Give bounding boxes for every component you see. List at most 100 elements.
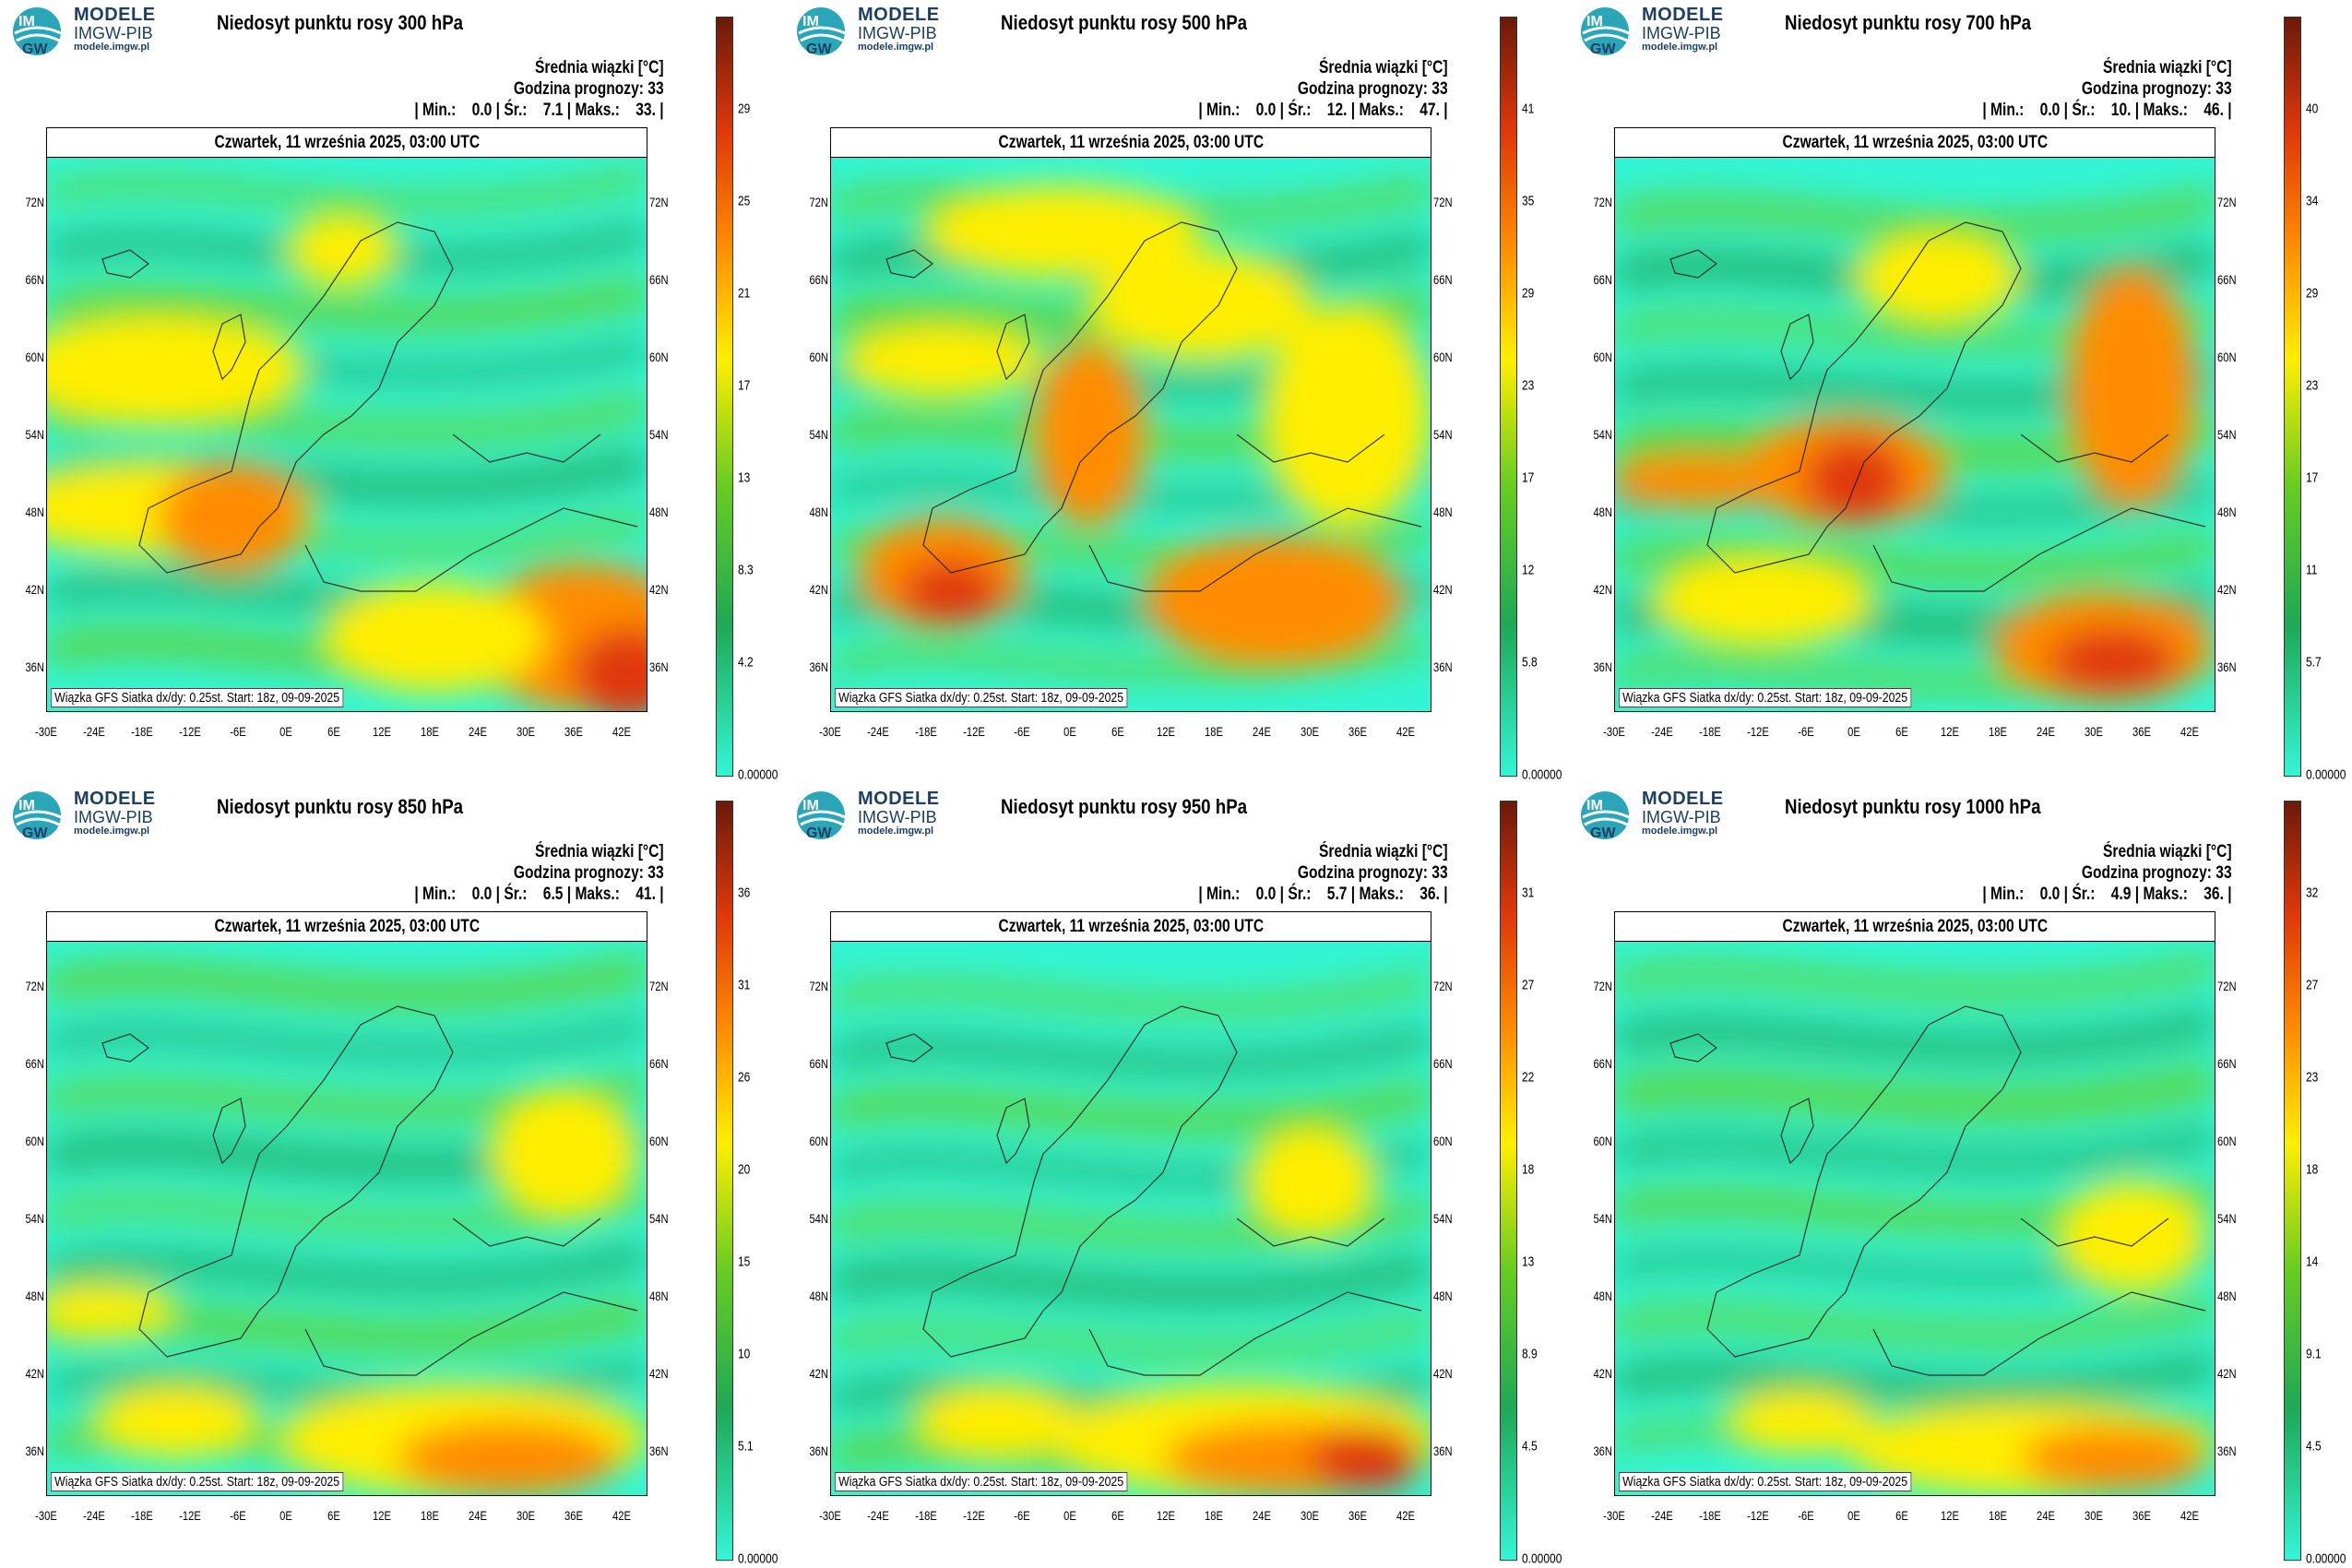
model-footer: Wiązka GFS Siatka dx/dy: 0.25st. Start: … bbox=[835, 1472, 1128, 1491]
lat-label-r: 66N bbox=[1433, 272, 1453, 287]
lat-label-r: 42N bbox=[1433, 1366, 1453, 1381]
lat-label-l: 66N bbox=[25, 272, 44, 287]
map-area: Wiązka GFS Siatka dx/dy: 0.25st. Start: … bbox=[830, 157, 1431, 712]
map-area: Wiązka GFS Siatka dx/dy: 0.25st. Start: … bbox=[1614, 941, 2215, 1496]
lat-label-r: 36N bbox=[649, 659, 669, 674]
forecast-panel-2: IM GW MODELE IMGW-PIB modele.imgw.pl Nie… bbox=[784, 0, 1568, 784]
units-label: Średnia wiązki [°C] bbox=[535, 58, 664, 77]
lon-label: -6E bbox=[1014, 724, 1030, 739]
colorbar-label: 23 bbox=[2306, 377, 2319, 394]
lon-label: 42E bbox=[1396, 1508, 1415, 1523]
lat-label-r: 36N bbox=[1433, 659, 1453, 674]
lat-label-r: 54N bbox=[1433, 1211, 1453, 1226]
min-mean-max: | Min.: 0.0 | Śr.: 4.9 | Maks.: 36. | bbox=[1982, 885, 2232, 904]
colorbar-label: 11 bbox=[2306, 562, 2318, 578]
lat-label-l: 42N bbox=[25, 582, 44, 597]
colorbar bbox=[2284, 801, 2301, 1561]
lon-label: 12E bbox=[1157, 724, 1175, 739]
panel-title: Niedosyt punktu rosy 300 hPa bbox=[217, 11, 464, 34]
min-mean-max: | Min.: 0.0 | Śr.: 10. | Maks.: 46. | bbox=[1982, 101, 2232, 120]
lon-label: -24E bbox=[1651, 724, 1673, 739]
lon-label: 42E bbox=[612, 1508, 631, 1523]
colorbar-label: 27 bbox=[1522, 977, 1535, 993]
colorbar-label: 17 bbox=[2306, 469, 2319, 486]
lat-label-l: 66N bbox=[25, 1056, 44, 1071]
brand-line3: modele.imgw.pl bbox=[1642, 41, 1718, 53]
lon-label: 0E bbox=[1063, 724, 1076, 739]
lat-label-l: 66N bbox=[809, 272, 828, 287]
colorbar bbox=[716, 17, 733, 777]
date-label: Czwartek, 11 września 2025, 03:00 UTC bbox=[1782, 917, 2048, 936]
units-label: Średnia wiązki [°C] bbox=[1319, 842, 1448, 861]
colorbar-label: 31 bbox=[738, 977, 751, 993]
brand-line3: modele.imgw.pl bbox=[74, 825, 150, 837]
min-mean-max: | Min.: 0.0 | Śr.: 6.5 | Maks.: 41. | bbox=[414, 885, 664, 904]
lat-label-r: 72N bbox=[1433, 979, 1453, 993]
field-map bbox=[831, 158, 1431, 711]
lon-label: -24E bbox=[83, 1508, 105, 1523]
lon-label: 24E bbox=[469, 1508, 487, 1523]
forecast-panel-6: IM GW MODELE IMGW-PIB modele.imgw.pl Nie… bbox=[1568, 784, 2352, 1568]
lon-label: -6E bbox=[1798, 1508, 1814, 1523]
brand-line1: MODELE bbox=[858, 789, 940, 809]
lat-label-r: 66N bbox=[2217, 272, 2237, 287]
lat-label-r: 72N bbox=[1433, 195, 1453, 209]
lat-label-l: 66N bbox=[809, 1056, 828, 1071]
lat-label-l: 36N bbox=[1593, 659, 1612, 674]
lat-label-l: 72N bbox=[1593, 979, 1612, 993]
colorbar-label: 14 bbox=[2306, 1253, 2319, 1270]
lat-label-l: 36N bbox=[1593, 1443, 1612, 1458]
svg-text:GW: GW bbox=[22, 42, 48, 57]
lon-label: -30E bbox=[35, 1508, 57, 1523]
lon-label: -18E bbox=[1699, 724, 1721, 739]
lon-label: -6E bbox=[1798, 724, 1814, 739]
lon-label: 18E bbox=[1989, 1508, 2007, 1523]
lat-label-r: 54N bbox=[2217, 1211, 2237, 1226]
lon-label: 36E bbox=[564, 724, 583, 739]
lon-label: -6E bbox=[230, 724, 246, 739]
lat-label-r: 66N bbox=[2217, 1056, 2237, 1071]
lon-label: -18E bbox=[915, 724, 937, 739]
panel-stats: Średnia wiązki [°C] Godzina prognozy: 33 |… bbox=[415, 841, 664, 905]
min-mean-max: | Min.: 0.0 | Śr.: 12. | Maks.: 47. | bbox=[1198, 101, 1448, 120]
lon-label: 12E bbox=[373, 724, 391, 739]
svg-text:IM: IM bbox=[1586, 14, 1603, 30]
field-map bbox=[831, 942, 1431, 1495]
lat-label-r: 60N bbox=[1433, 350, 1453, 364]
lat-label-r: 72N bbox=[649, 195, 669, 209]
colorbar-label: 0.00000 bbox=[1522, 1550, 1562, 1567]
imgw-logo: IM GW bbox=[1581, 791, 1630, 841]
lat-label-r: 36N bbox=[1433, 1443, 1453, 1458]
lat-label-r: 36N bbox=[2217, 659, 2237, 674]
colorbar-label: 31 bbox=[1522, 885, 1535, 901]
lon-label: 36E bbox=[1348, 724, 1367, 739]
lat-label-l: 60N bbox=[809, 1134, 828, 1148]
colorbar-label: 4.5 bbox=[2306, 1438, 2322, 1455]
lon-label: 30E bbox=[2085, 724, 2103, 739]
lat-label-l: 42N bbox=[1593, 582, 1612, 597]
lat-label-r: 48N bbox=[1433, 1289, 1453, 1303]
imgw-logo: IM GW bbox=[13, 7, 62, 57]
colorbar bbox=[1500, 801, 1517, 1561]
colorbar-label: 20 bbox=[738, 1161, 751, 1178]
colorbar bbox=[2284, 17, 2301, 777]
colorbar-label: 36 bbox=[738, 885, 751, 901]
lat-label-r: 66N bbox=[1433, 1056, 1453, 1071]
lat-label-r: 42N bbox=[649, 1366, 669, 1381]
imgw-logo: IM GW bbox=[13, 791, 62, 841]
model-footer: Wiązka GFS Siatka dx/dy: 0.25st. Start: … bbox=[51, 1472, 344, 1491]
lon-label: 6E bbox=[1895, 1508, 1908, 1523]
date-bar: Czwartek, 11 września 2025, 03:00 UTC bbox=[1614, 127, 2215, 158]
units-label: Średnia wiązki [°C] bbox=[1319, 58, 1448, 77]
lat-label-r: 60N bbox=[649, 350, 669, 364]
lat-label-l: 42N bbox=[25, 1366, 44, 1381]
date-bar: Czwartek, 11 września 2025, 03:00 UTC bbox=[1614, 911, 2215, 942]
forecast-hour: Godzina prognozy: 33 bbox=[2082, 863, 2232, 883]
lon-label: -30E bbox=[35, 724, 57, 739]
lat-label-l: 36N bbox=[809, 1443, 828, 1458]
svg-text:GW: GW bbox=[22, 826, 48, 841]
lat-label-r: 36N bbox=[2217, 1443, 2237, 1458]
lon-label: 12E bbox=[373, 1508, 391, 1523]
lon-label: 36E bbox=[2132, 1508, 2151, 1523]
lat-label-l: 36N bbox=[809, 659, 828, 674]
